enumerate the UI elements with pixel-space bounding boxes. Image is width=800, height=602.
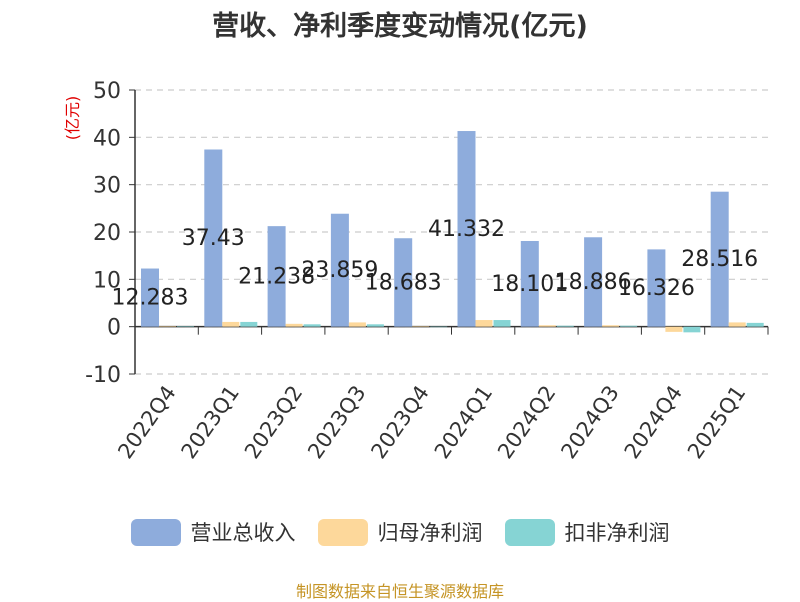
y-tick-label: 30	[93, 174, 121, 199]
x-tick-label: 2023Q1	[177, 381, 244, 463]
bar-2	[303, 324, 321, 327]
bar-2	[556, 325, 574, 327]
x-tick-label: 2023Q2	[240, 381, 307, 463]
bar-0	[267, 226, 286, 327]
data-label: 18.101	[491, 272, 568, 297]
x-tick-label: 2024Q3	[556, 381, 623, 463]
bar-0	[520, 240, 539, 327]
bar-1	[412, 326, 430, 327]
x-tick-label: 2024Q1	[430, 381, 497, 463]
bar-0	[457, 131, 476, 327]
data-label: 37.43	[182, 226, 245, 251]
bar-1	[728, 322, 746, 327]
legend-swatch	[504, 518, 555, 546]
y-tick-label: 40	[93, 126, 121, 151]
legend-label: 归母净利润	[377, 521, 483, 545]
data-label: 18.683	[365, 270, 442, 295]
legend-item[interactable]: 扣非净利润	[504, 517, 670, 547]
bar-1	[285, 323, 303, 327]
legend-swatch	[130, 518, 181, 546]
bar-1	[602, 325, 620, 327]
y-tick-label: 20	[93, 221, 121, 246]
bar-2	[683, 326, 701, 333]
bar-0	[647, 249, 666, 327]
x-tick-label: 2023Q3	[303, 381, 370, 463]
legend-label: 扣非净利润	[564, 521, 670, 545]
legend: 营业总收入 归母净利润 扣非净利润	[0, 517, 800, 547]
legend-item[interactable]: 营业总收入	[130, 517, 296, 547]
bar-0	[204, 149, 223, 327]
bar-1	[538, 325, 556, 327]
bar-1	[348, 322, 366, 327]
x-tick-label: 2022Q4	[113, 381, 180, 463]
bar-2	[620, 325, 638, 327]
y-tick-label: 10	[93, 268, 121, 293]
bar-0	[141, 268, 159, 327]
x-tick-label: 2024Q4	[620, 381, 687, 463]
x-tick-label: 2023Q4	[366, 381, 433, 463]
bar-0	[584, 237, 603, 327]
y-axis-title: (亿元)	[63, 96, 82, 141]
bar-1	[475, 320, 493, 327]
legend-swatch	[317, 518, 368, 546]
bar-2	[240, 321, 258, 327]
bar-1	[222, 321, 240, 327]
bar-1	[159, 326, 176, 327]
y-tick-label: -10	[85, 363, 121, 388]
y-tick-label: 50	[93, 79, 121, 104]
bar-2	[430, 326, 448, 328]
bar-0	[394, 238, 413, 327]
bar-2	[177, 326, 194, 327]
bar-0	[330, 213, 349, 327]
bar-0	[710, 191, 729, 327]
data-label: 23.859	[301, 258, 378, 283]
data-label: 16.326	[618, 276, 695, 301]
chart-title: 营收、净利季度变动情况(亿元)	[212, 11, 588, 42]
data-label: 41.332	[428, 217, 505, 242]
source-note: 制图数据来自恒生聚源数据库	[295, 582, 504, 601]
bar-2	[493, 320, 511, 327]
y-tick-label: 0	[107, 316, 121, 341]
x-tick-label: 2025Q1	[683, 381, 750, 463]
data-label: 18.886	[555, 270, 632, 295]
legend-label: 营业总收入	[190, 521, 296, 545]
data-label: 28.516	[681, 247, 758, 272]
data-label: 12.283	[112, 286, 189, 311]
bar-2	[366, 324, 384, 327]
x-tick-label: 2024Q2	[493, 381, 560, 463]
bar-1	[665, 326, 683, 332]
bars	[141, 131, 764, 333]
legend-item[interactable]: 归母净利润	[317, 517, 483, 547]
bar-2	[746, 322, 764, 327]
data-label: 21.238	[238, 264, 315, 289]
